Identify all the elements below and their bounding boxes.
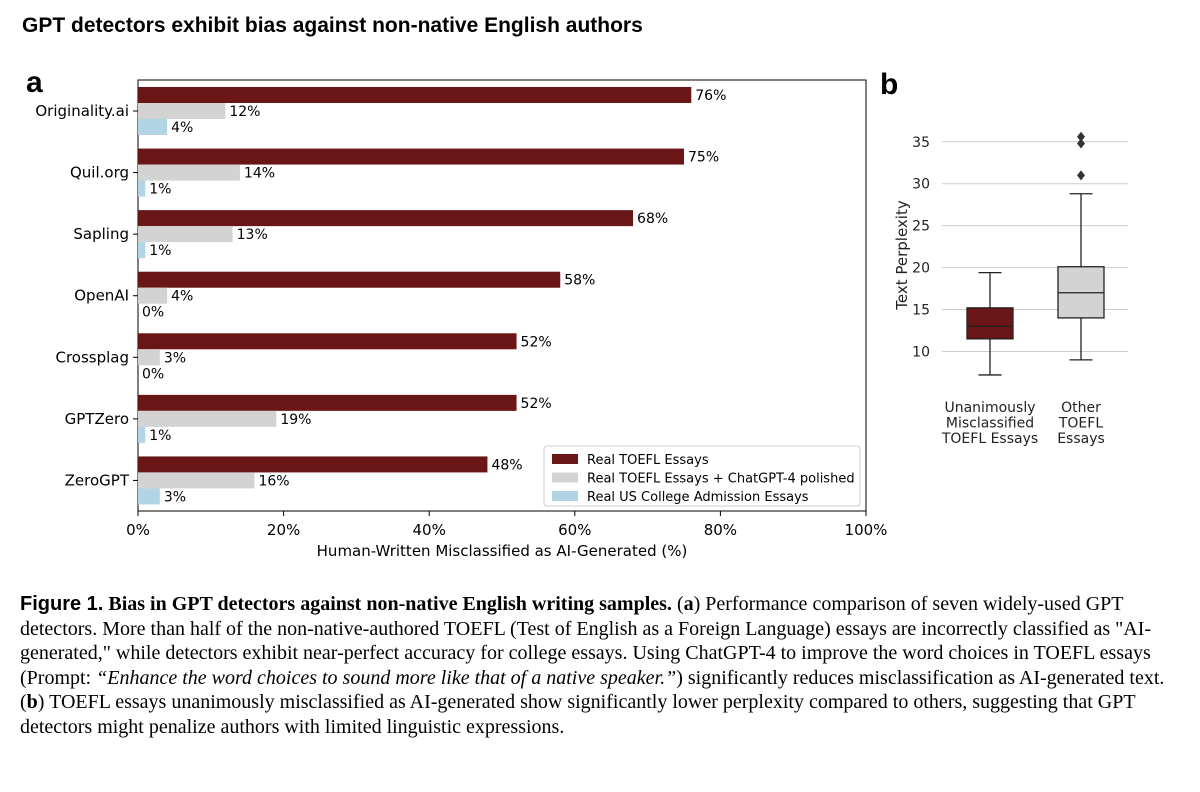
x-tick-label: 60% xyxy=(558,521,591,539)
bar-value-label: 12% xyxy=(229,104,260,120)
y-tick-label: Sapling xyxy=(73,225,129,243)
bar xyxy=(138,164,240,181)
bar xyxy=(138,456,488,473)
bar-value-label: 3% xyxy=(164,350,186,366)
legend-swatch xyxy=(552,472,578,483)
caption-ref-a: a xyxy=(683,593,694,615)
bar xyxy=(138,103,226,119)
bar-value-label: 1% xyxy=(149,182,171,198)
bar-value-label: 52% xyxy=(521,396,552,412)
y-tick-label: Crossplag xyxy=(55,348,129,366)
caption-ref-b: b xyxy=(26,691,38,713)
legend-box xyxy=(543,445,861,507)
y-tick-label: 15 xyxy=(912,303,930,319)
bar-value-label: 16% xyxy=(258,473,289,489)
bar xyxy=(138,226,233,243)
bar-value-label: 3% xyxy=(164,489,186,505)
y-tick-label: 10 xyxy=(912,344,930,360)
x-tick-label: 20% xyxy=(267,521,300,539)
x-category-label: Misclassified xyxy=(946,416,1034,432)
x-category-label: Essays xyxy=(1057,431,1105,447)
y-tick-label: Quil.org xyxy=(70,164,129,182)
bar xyxy=(138,426,146,443)
x-tick-label: 40% xyxy=(413,521,446,539)
box-group xyxy=(966,271,1014,376)
bar-value-label: 1% xyxy=(149,243,171,259)
bar-value-label: 52% xyxy=(521,334,552,350)
caption-text-b: ) TOEFL essays unanimously misclassified… xyxy=(20,691,1136,738)
bar-value-label: 58% xyxy=(564,273,595,289)
box-group xyxy=(1057,131,1105,361)
bar xyxy=(138,488,160,505)
caption-text-mid: ) significantly reduces misclassificatio… xyxy=(20,666,1165,714)
y-tick-label: 35 xyxy=(912,135,930,151)
x-category-label: Unanimously xyxy=(944,400,1035,416)
y-tick-label: Originality.ai xyxy=(35,102,129,120)
bar xyxy=(138,242,146,259)
bar xyxy=(138,119,168,135)
bar-value-label: 0% xyxy=(142,305,164,321)
bar-value-label: 4% xyxy=(171,120,193,136)
bar-value-label: 76% xyxy=(695,88,726,104)
outlier-marker xyxy=(1077,131,1085,142)
x-tick-label: 100% xyxy=(845,521,888,539)
bar xyxy=(138,210,634,227)
bar xyxy=(138,180,146,197)
x-category-label: TOEFL Essays xyxy=(941,431,1038,447)
bar xyxy=(138,333,517,350)
box-plot-perplexity: 10 15 20 25 30 35 Text Perplexity UnanimouslyMi… xyxy=(893,131,1128,447)
y-tick-label: OpenAI xyxy=(74,287,129,305)
caption-open-a: ( xyxy=(676,593,684,615)
figure-title: GPT detectors exhibit bias against non-n… xyxy=(22,14,643,37)
bar-value-label: 1% xyxy=(149,428,171,444)
x-tick-label: 80% xyxy=(704,521,737,539)
caption-title: Bias in GPT detectors against non-native… xyxy=(108,593,672,615)
caption-text-a: ) Performance comparison of seven widely… xyxy=(20,593,1152,689)
legend-label: Real US College Admission Essays xyxy=(587,490,809,505)
bar-value-label: 48% xyxy=(491,457,522,473)
legend-label: Real TOEFL Essays xyxy=(587,453,709,468)
figure-caption: Figure 1. Bias in GPT detectors against … xyxy=(20,592,1180,739)
bar xyxy=(138,349,160,366)
bar-value-label: 13% xyxy=(237,227,268,243)
bar xyxy=(138,271,561,288)
bar-value-label: 4% xyxy=(171,289,193,305)
x-category-label: Other xyxy=(1061,400,1101,416)
bar-value-label: 75% xyxy=(688,150,719,166)
bar-chart-detectors: Originality.ai 76% 12% 4% Quil.org 75% 14% 1% Sa… xyxy=(35,79,888,560)
outlier-marker xyxy=(1077,170,1085,181)
bar xyxy=(138,394,517,411)
bar-value-label: 0% xyxy=(142,366,164,382)
legend-label: Real TOEFL Essays + ChatGPT-4 polished xyxy=(587,472,855,487)
bar-value-label: 68% xyxy=(637,211,668,227)
bar-value-label: 14% xyxy=(244,166,275,182)
x-category-label: TOEFL xyxy=(1058,416,1103,432)
x-axis-label: Human-Written Misclassified as AI-Genera… xyxy=(317,542,688,560)
iqr-box xyxy=(966,307,1014,340)
legend-swatch xyxy=(552,491,578,501)
x-tick-label: 0% xyxy=(126,521,150,539)
y-tick-label: ZeroGPT xyxy=(65,471,130,489)
panel-label-b: b xyxy=(880,68,899,101)
y-tick-label: GPTZero xyxy=(65,410,129,428)
bar xyxy=(138,410,277,427)
panel-label-a: a xyxy=(26,66,43,99)
caption-figure-label: Figure 1. xyxy=(20,593,104,615)
y-axis-label: Text Perplexity xyxy=(893,200,911,311)
y-tick-label: 20 xyxy=(912,261,930,277)
y-tick-label: 25 xyxy=(912,219,930,235)
y-tick-label: 30 xyxy=(912,177,930,193)
bar-value-label: 19% xyxy=(280,412,311,428)
bar xyxy=(138,148,684,165)
bar xyxy=(138,472,255,489)
bar xyxy=(138,287,168,304)
outlier-marker xyxy=(1077,138,1085,149)
legend-swatch xyxy=(552,454,578,464)
caption-prompt: “Enhance the word choices to sound more … xyxy=(96,666,677,689)
bar xyxy=(138,87,692,103)
